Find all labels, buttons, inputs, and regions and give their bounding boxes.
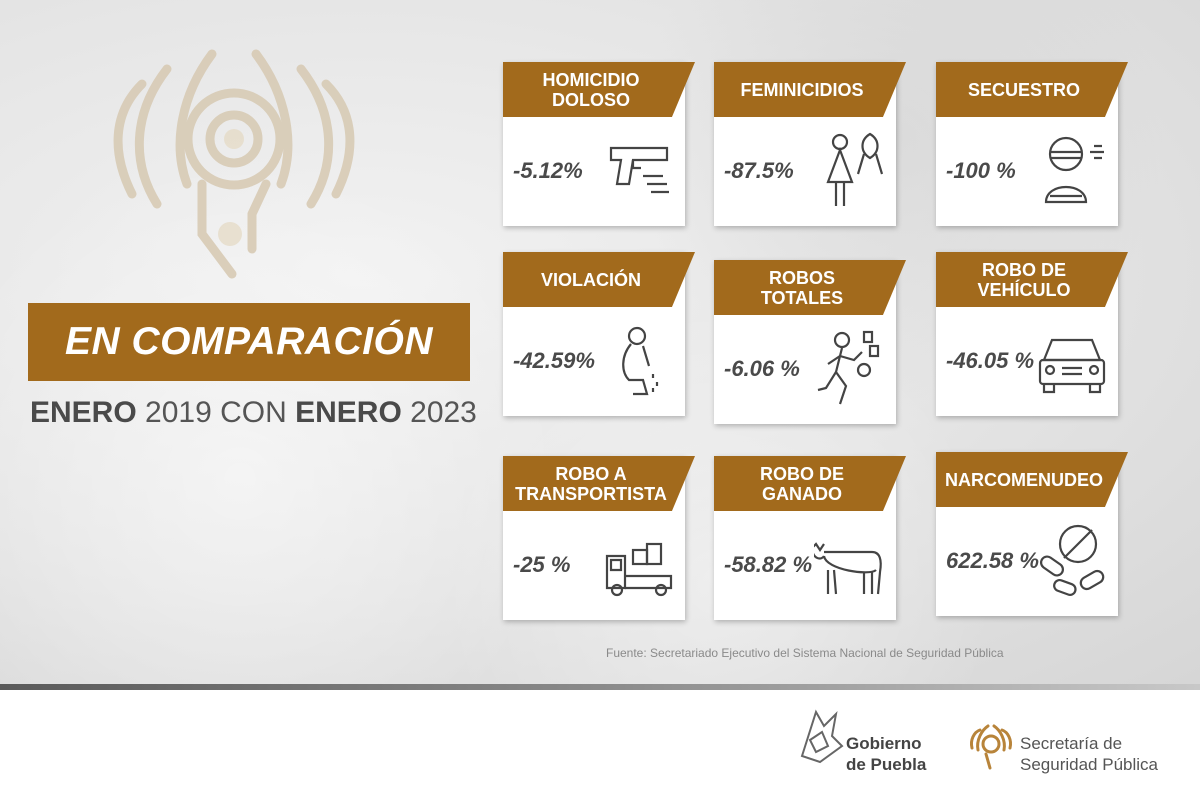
subtitle-part2: 2019 CON [136,396,296,429]
card-header: FEMINICIDIOS [714,62,906,117]
card-label: ROBO A TRANSPORTISTA [515,463,667,504]
card-value: -46.05 % [946,348,1035,373]
truck-icon [605,542,673,597]
card-homicidio-doloso: HOMICIDIO DOLOSO -5.12% [503,62,695,226]
card-robo-a-transportista: ROBO A TRANSPORTISTA -25 % [503,456,695,620]
card-feminicidios: FEMINICIDIOS -87.5% [714,62,906,226]
card-value: -42.59% [513,348,595,373]
card-label: ROBOS TOTALES [760,267,844,308]
secretaria-seguridad-logo-icon [970,724,1012,770]
card-label: ROBO DE GANADO [759,463,844,504]
pistol-icon [609,146,669,194]
kidnapped-person-icon [1044,136,1104,204]
card-label: HOMICIDIO DOLOSO [542,69,640,110]
crying-person-icon [622,326,659,396]
card-header: ROBOS TOTALES [714,260,906,315]
card-label: ROBO DE VEHÍCULO [977,259,1071,300]
card-header: ROBO DE VEHÍCULO [936,252,1128,307]
card-header: ROBO A TRANSPORTISTA [503,456,695,511]
subtitle: ENERO 2019 CON ENERO 2023 [30,396,490,430]
card-header: SECUESTRO [936,62,1128,117]
card-header: VIOLACIÓN [503,252,695,307]
card-secuestro: SECUESTRO -100 % [936,62,1128,226]
card-header: ROBO DE GANADO [714,456,906,511]
card-value: -100 % [946,158,1016,183]
emblem-icon [113,49,355,279]
card-header: NARCOMENUDEO [936,452,1128,507]
card-value: -58.82 % [724,552,813,577]
subtitle-part3: ENERO [295,396,402,429]
page-title: EN COMPARACIÓN [64,320,434,363]
secretaria-seguridad-text: Secretaría de Seguridad Pública [1020,734,1158,774]
card-label: VIOLACIÓN [540,269,641,290]
pills-icon [1039,524,1105,596]
woman-ribbon-icon [826,132,884,206]
card-value: -25 % [513,552,571,577]
card-label: NARCOMENUDEO [944,469,1103,490]
card-value: -87.5% [724,158,794,183]
title-banner: EN COMPARACIÓN [28,303,470,381]
thief-running-icon [817,330,880,405]
card-robo-de-vehiculo: ROBO DE VEHÍCULO -46.05 % [936,252,1128,416]
card-robos-totales: ROBOS TOTALES -6.06 % [714,260,906,424]
cow-icon [814,542,882,595]
divider [0,684,1200,690]
card-value: -6.06 % [724,356,800,381]
car-icon [1038,338,1106,394]
card-narcomenudeo: NARCOMENUDEO 622.58 % [936,452,1128,616]
card-label: FEMINICIDIOS [740,79,864,100]
card-value: -5.12% [513,158,583,183]
source-note: Fuente: Secretariado Ejecutivo del Siste… [606,646,1004,660]
card-violacion: VIOLACIÓN -42.59% [503,252,695,416]
subtitle-part4: 2023 [401,396,477,429]
subtitle-part1: ENERO [30,396,137,429]
gobierno-puebla-logo-icon [800,709,844,764]
card-value: 622.58 % [946,548,1039,573]
gobierno-puebla-text: Gobierno de Puebla [846,734,927,774]
card-robo-de-ganado: ROBO DE GANADO -58.82 % [714,456,906,620]
card-label: SECUESTRO [967,79,1081,100]
card-header: HOMICIDIO DOLOSO [503,62,695,117]
